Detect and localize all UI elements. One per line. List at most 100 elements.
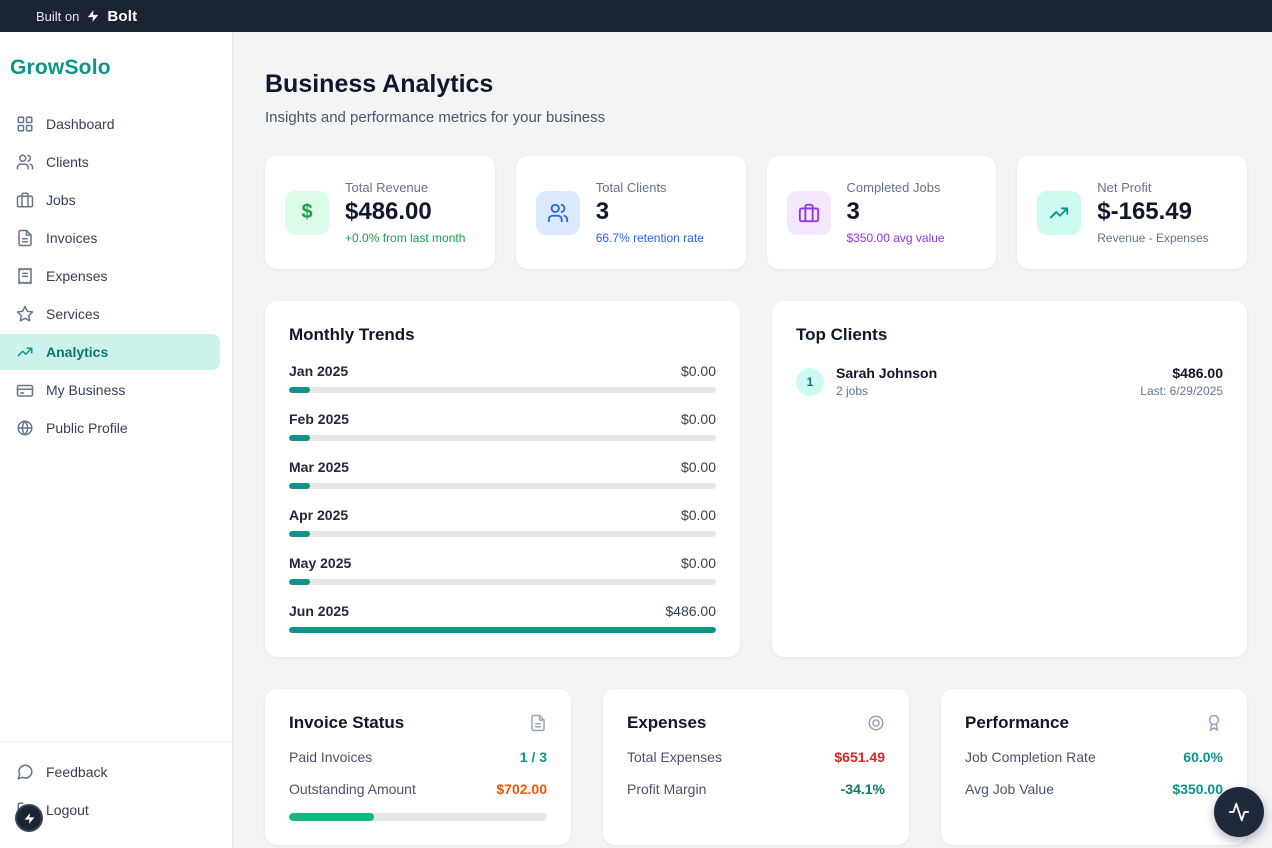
- stat-subtext: $350.00 avg value: [846, 231, 945, 245]
- users-icon: [535, 190, 580, 235]
- sidebar-item-label: My Business: [46, 382, 126, 398]
- trending-up-icon: [1037, 190, 1082, 235]
- card-title: Expenses: [627, 713, 707, 732]
- globe-icon: [16, 419, 34, 437]
- built-on-bolt-link[interactable]: Built on Bolt: [36, 8, 137, 25]
- kv-row: Avg Job Value $350.00: [965, 781, 1223, 797]
- award-icon: [1205, 714, 1223, 732]
- stat-label: Total Revenue: [345, 180, 429, 195]
- app-shell: GrowSolo Dashboard Clients: [0, 32, 1272, 848]
- kv-label: Outstanding Amount: [289, 781, 416, 797]
- dollar-sign-icon: $: [285, 190, 329, 235]
- client-last-date: Last: 6/29/2025: [1140, 384, 1223, 398]
- sidebar-footer: Feedback Logout: [0, 741, 232, 848]
- trend-value: $0.00: [680, 363, 716, 379]
- trend-month: Apr 2025: [289, 507, 349, 523]
- trend-month: Jan 2025: [289, 363, 349, 379]
- bottom-row: Invoice Status Paid Invoices 1 / 3 Outst…: [265, 689, 1247, 845]
- target-icon: [867, 714, 885, 732]
- sidebar-item-public-profile[interactable]: Public Profile: [0, 410, 220, 446]
- sidebar-item-clients[interactable]: Clients: [0, 144, 220, 180]
- client-list-item: 1 Sarah Johnson 2 jobs $486.00 Last: 6/2…: [796, 365, 1223, 398]
- monthly-trends-card: Monthly Trends Jan 2025 $0.00 Feb 2025 $…: [265, 301, 740, 657]
- file-text-icon: [16, 229, 34, 247]
- stat-subtext: 66.7% retention rate: [595, 231, 704, 245]
- trend-bar: [289, 531, 716, 537]
- kv-value: 60.0%: [1183, 749, 1223, 765]
- trend-bar: [289, 483, 716, 489]
- main-content: Business Analytics Insights and performa…: [233, 32, 1272, 848]
- stat-subtext: +0.0% from last month: [345, 231, 466, 245]
- trend-row: Jun 2025 $486.00: [289, 603, 716, 633]
- stat-value: $486.00: [345, 198, 432, 225]
- client-amount: $486.00: [1172, 365, 1223, 381]
- message-circle-icon: [16, 763, 34, 781]
- sidebar-item-label: Services: [46, 306, 100, 322]
- activity-icon: [1228, 801, 1250, 823]
- sidebar-item-label: Public Profile: [46, 420, 128, 436]
- performance-card: Performance Job Completion Rate 60.0% Av…: [941, 689, 1247, 845]
- stat-card-total-revenue: $ Total Revenue $486.00 +0.0% from last …: [265, 156, 495, 269]
- sidebar-item-jobs[interactable]: Jobs: [0, 182, 220, 218]
- users-icon: [16, 153, 34, 171]
- kv-row: Outstanding Amount $702.00: [289, 781, 547, 797]
- built-on-text: Built on: [36, 8, 80, 24]
- sidebar: GrowSolo Dashboard Clients: [0, 32, 233, 848]
- bolt-brand-text: Bolt: [107, 7, 138, 25]
- kv-row: Job Completion Rate 60.0%: [965, 749, 1223, 765]
- star-icon: [16, 305, 34, 323]
- stat-label: Net Profit: [1097, 180, 1152, 195]
- kv-value: 1 / 3: [519, 749, 547, 765]
- kv-value: $651.49: [834, 749, 885, 765]
- stat-label: Completed Jobs: [846, 180, 941, 195]
- trend-month: Mar 2025: [289, 459, 349, 475]
- sidebar-item-label: Clients: [46, 154, 89, 170]
- trend-row: Jan 2025 $0.00: [289, 363, 716, 393]
- activity-fab-button[interactable]: [1214, 787, 1264, 837]
- sidebar-item-label: Logout: [46, 802, 89, 818]
- trend-bar: [289, 435, 716, 441]
- trend-value: $0.00: [680, 507, 716, 523]
- card-title: Top Clients: [796, 325, 888, 344]
- bolt-logo-icon: [86, 9, 100, 23]
- trend-month: May 2025: [289, 555, 352, 571]
- kv-label: Paid Invoices: [289, 749, 373, 765]
- sidebar-item-invoices[interactable]: Invoices: [0, 220, 220, 256]
- sidebar-item-analytics[interactable]: Analytics: [0, 334, 220, 370]
- sidebar-item-feedback[interactable]: Feedback: [0, 754, 220, 790]
- kv-row: Total Expenses $651.49: [627, 749, 885, 765]
- trend-value: $0.00: [680, 555, 716, 571]
- sidebar-item-my-business[interactable]: My Business: [0, 372, 220, 408]
- trend-value: $0.00: [680, 459, 716, 475]
- client-jobs-count: 2 jobs: [836, 384, 869, 398]
- topbar: Built on Bolt: [0, 0, 1272, 32]
- kv-row: Paid Invoices 1 / 3: [289, 749, 547, 765]
- receipt-icon: [16, 267, 34, 285]
- kv-label: Profit Margin: [627, 781, 707, 797]
- trending-up-icon: [16, 343, 34, 361]
- sidebar-item-expenses[interactable]: Expenses: [0, 258, 220, 294]
- sidebar-item-dashboard[interactable]: Dashboard: [0, 106, 220, 142]
- page-title: Business Analytics: [265, 70, 494, 98]
- briefcase-icon: [786, 190, 831, 235]
- trend-month: Jun 2025: [289, 603, 349, 619]
- sidebar-item-label: Expenses: [46, 268, 108, 284]
- sidebar-item-label: Invoices: [46, 230, 98, 246]
- expenses-card: Expenses Total Expenses $651.49 Profit M…: [603, 689, 909, 845]
- client-rank-avatar: 1: [796, 367, 824, 396]
- bolt-icon: [23, 812, 36, 825]
- sidebar-item-services[interactable]: Services: [0, 296, 220, 332]
- dashboard-icon: [16, 115, 34, 133]
- stat-value: 3: [595, 198, 610, 225]
- sidebar-item-label: Analytics: [46, 344, 109, 360]
- stat-subtext: Revenue - Expenses: [1097, 231, 1209, 245]
- card-title: Monthly Trends: [289, 325, 415, 344]
- app-logo: GrowSolo: [10, 56, 111, 79]
- sidebar-item-label: Dashboard: [46, 116, 115, 132]
- trend-bar: [289, 387, 716, 393]
- trend-value: $486.00: [665, 603, 716, 619]
- trend-row: Mar 2025 $0.00: [289, 459, 716, 489]
- bolt-badge-button[interactable]: [15, 804, 43, 832]
- trend-row: May 2025 $0.00: [289, 555, 716, 585]
